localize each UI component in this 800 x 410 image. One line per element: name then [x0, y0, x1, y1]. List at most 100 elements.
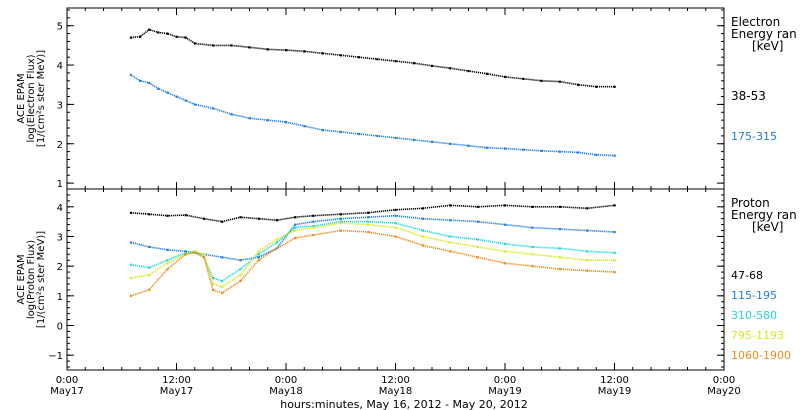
data-point [367, 216, 370, 219]
series-trace [130, 74, 615, 157]
data-point [504, 242, 507, 246]
data-point [339, 130, 342, 134]
series-trace [130, 229, 615, 297]
x-tick-time-label: 12:00 [162, 375, 191, 386]
data-point [613, 85, 616, 88]
data-point [202, 217, 206, 220]
data-point [321, 128, 324, 132]
data-point [294, 216, 297, 219]
data-point [504, 250, 507, 253]
y-axis-label-line: log(Proton Flux) [26, 240, 37, 319]
data-point [202, 256, 206, 259]
x-axis-label: hours:minutes, May 16, 2012 - May 20, 20… [280, 398, 528, 410]
legend-entry: 115-195 [731, 289, 777, 302]
data-point [421, 244, 425, 247]
data-point [394, 222, 397, 225]
data-point [221, 291, 224, 295]
data-point [212, 288, 215, 292]
data-point [339, 229, 342, 232]
y-tick-label: 4 [57, 203, 63, 214]
x-tick-day-label: May19 [488, 386, 521, 397]
data-point [431, 64, 434, 68]
series-47-68 [129, 204, 616, 223]
y-tick-label: 3 [57, 232, 63, 243]
data-point [321, 52, 324, 55]
data-point [449, 142, 452, 145]
y-tick-label: 4 [57, 61, 63, 72]
data-point [522, 77, 525, 81]
data-point [558, 228, 561, 231]
data-point [412, 138, 415, 142]
data-point [275, 219, 279, 222]
legend-title-line: [keV] [752, 220, 783, 234]
y-tick-label: 2 [57, 140, 63, 151]
plot-frame [66, 7, 725, 190]
y-tick-label: 3 [57, 100, 63, 111]
series-795-1193 [129, 222, 616, 289]
y-axis-label-line: [1/(cm²s ster MeV)] [36, 231, 47, 328]
data-point [294, 223, 297, 226]
data-point [166, 32, 169, 35]
x-tick-time-label: 12:00 [600, 375, 629, 386]
data-point [531, 253, 534, 256]
legend-title-line: [keV] [752, 39, 783, 53]
data-point [504, 262, 507, 265]
data-point [558, 150, 561, 153]
electron-flux-panel: 1 2 3 4 5 ACE EPAM log(Electron Flux) [1/(cm²s … [16, 7, 797, 190]
data-point [586, 250, 589, 253]
time-x-axis: 0:00May1712:00May170:00May1812:00May180:… [50, 375, 740, 397]
y-tick-label: −1 [48, 351, 63, 362]
series-1060-1900 [129, 229, 616, 298]
series-trace [130, 222, 615, 288]
x-tick-day-label: May18 [269, 386, 302, 397]
data-point [212, 44, 215, 47]
data-point [257, 253, 260, 256]
data-point [212, 107, 215, 110]
proton-flux-panel: −1 0 1 2 3 4 ACE EPAM log(Proton Flux) [1/(cm²s … [16, 188, 797, 371]
data-point [613, 204, 616, 207]
legend-entry: 1060-1900 [731, 349, 791, 362]
x-tick-time-label: 0:00 [713, 375, 735, 386]
data-point [412, 62, 415, 65]
legend-entry: 175-315 [731, 130, 777, 143]
x-tick-time-label: 0:00 [56, 375, 78, 386]
y-tick-label: 2 [57, 262, 63, 273]
data-point [257, 256, 260, 259]
legend-title-line: Proton [731, 196, 770, 210]
data-point [476, 245, 479, 249]
y-axis-label-line: log(Electron Flux) [26, 54, 37, 142]
data-point [184, 251, 187, 254]
y-tick-label: 5 [57, 22, 63, 33]
data-point [193, 42, 196, 45]
data-point [339, 213, 342, 216]
series-trace [130, 220, 615, 282]
data-point [449, 204, 452, 207]
data-point [449, 250, 452, 253]
series-trace [130, 204, 615, 223]
legend-entry: 47-68 [731, 269, 763, 282]
legend-title-line: Energy ran [731, 208, 797, 222]
x-tick-day-label: May19 [598, 386, 631, 397]
y-axis-label-line: ACE EPAM [16, 73, 27, 123]
data-point [613, 259, 616, 262]
series-175-315 [129, 73, 616, 157]
x-tick-day-label: May20 [707, 386, 740, 397]
x-tick-day-label: May17 [50, 386, 83, 397]
data-point [275, 238, 279, 241]
data-point [339, 54, 342, 57]
x-tick-time-label: 12:00 [381, 375, 410, 386]
series-310-580 [129, 220, 616, 283]
legend-entry: 310-580 [731, 309, 777, 322]
data-point [613, 154, 616, 157]
data-point [367, 223, 370, 226]
legend-title-line: Energy ran [731, 27, 797, 41]
data-point [312, 225, 315, 228]
x-tick-day-label: May18 [379, 386, 412, 397]
data-point [166, 248, 169, 252]
data-point [449, 219, 452, 222]
series-38-53 [129, 28, 616, 88]
data-point [266, 119, 269, 122]
data-point [595, 85, 598, 88]
legend-entry: 795-1193 [731, 329, 784, 342]
